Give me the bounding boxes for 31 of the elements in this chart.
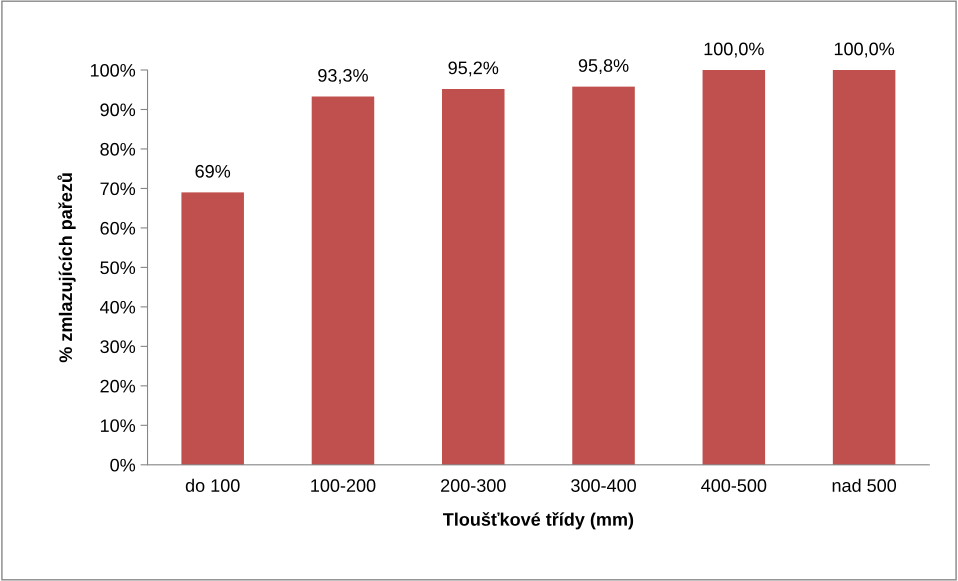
y-tick-label: 80% (100, 142, 136, 156)
data-label: 100,0% (834, 42, 894, 58)
x-tick-label: 100-200 (311, 479, 376, 492)
x-axis-title: Tloušťkové třídy (mm) (442, 512, 634, 530)
x-tick-label: do 100 (186, 478, 240, 492)
bar (832, 70, 896, 465)
y-axis-title: % zmlazujících pařezů (57, 173, 76, 362)
y-tick-label: 100% (90, 64, 136, 77)
y-tick-label: 50% (100, 261, 136, 274)
data-label: 69% (196, 164, 230, 178)
x-tick-label: 200-300 (441, 479, 506, 492)
data-label: 95,8% (578, 59, 628, 74)
bar (181, 192, 244, 465)
y-tick-label: 90% (100, 103, 136, 116)
y-tick-label: 30% (100, 340, 136, 354)
x-tick-label: 400-500 (701, 479, 766, 492)
y-tick-label: 0% (110, 458, 136, 472)
y-tick-label: 40% (100, 300, 136, 314)
data-label: 95,2% (448, 61, 498, 76)
y-tick-label: 10% (100, 419, 136, 432)
y-tick-label: 70% (100, 182, 136, 196)
y-tick-label: 60% (100, 222, 136, 235)
data-label: 100,0% (704, 42, 764, 58)
bar (312, 96, 374, 465)
bar (442, 88, 505, 465)
bar (702, 70, 766, 465)
data-label: 93,3% (318, 68, 368, 84)
x-tick-label: 300-400 (571, 479, 636, 492)
x-tick-label: nad 500 (832, 478, 896, 492)
y-tick-label: 20% (100, 380, 136, 393)
bar (572, 86, 635, 465)
